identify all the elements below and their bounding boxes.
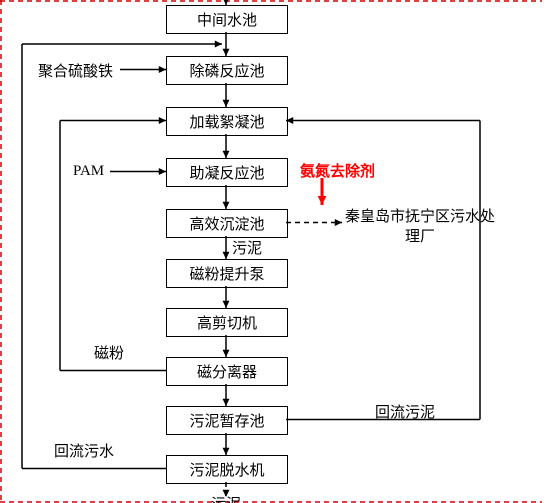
label-l_sludge: 污泥 [232,237,262,258]
label-l_pam: PAM [73,163,104,180]
label-l_out: 污泥 [211,493,241,503]
label-l_plant: 秦皇岛市抚宁区污水处 理厂 [345,208,495,247]
label-l_mag: 磁粉 [94,342,124,363]
label-l_red: 氨氮去除剂 [300,160,375,181]
label-l_back: 回流污水 [54,440,114,461]
label-l_return: 回流污泥 [375,401,435,422]
label-l_pfs: 聚合硫酸铁 [38,60,113,81]
